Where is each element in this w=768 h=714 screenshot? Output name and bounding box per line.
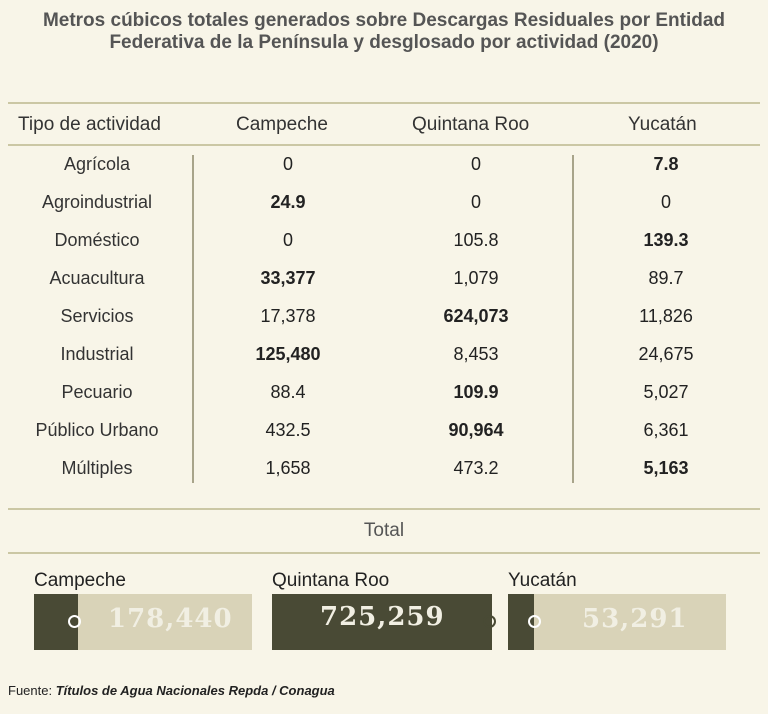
table-cell: 24.9 — [270, 192, 306, 212]
table-cell: 473.2 — [453, 458, 499, 478]
column-divider-1 — [192, 155, 194, 483]
table-cell: 89.7 — [648, 268, 684, 288]
table-cell: 0 — [282, 230, 293, 250]
total-state-yucatan: Yucatán — [508, 570, 577, 591]
row-label: Agrícola — [63, 154, 131, 174]
row-label: Pecuario — [61, 382, 133, 402]
row-label: Industrial — [60, 344, 134, 364]
table-cell: 0 — [470, 192, 481, 212]
source-note: Fuente: Títulos de Agua Nacionales Repda… — [8, 683, 335, 698]
total-value-yucatan: 53,291 — [582, 604, 688, 634]
table-cell: 105.8 — [453, 230, 499, 250]
total-bar-quintana-roo: 725,259 — [272, 594, 492, 650]
row-label: Servicios — [60, 306, 134, 326]
row-label: Acuacultura — [49, 268, 145, 288]
table-cell: 0 — [282, 154, 293, 174]
table-cell: 1,658 — [265, 458, 311, 478]
table-cell: 17,378 — [260, 306, 316, 326]
table-bottom-rule — [8, 508, 760, 510]
col-header-campeche: Campeche — [236, 114, 328, 135]
row-label: Agroindustrial — [41, 192, 153, 212]
col-header-yucatan: Yucatán — [628, 114, 697, 135]
col-header-activity: Tipo de actividad — [18, 114, 161, 135]
table-cell: 125,480 — [255, 344, 321, 364]
table-cell: 0 — [660, 192, 671, 212]
table-cell: 6,361 — [643, 420, 689, 440]
row-label: Doméstico — [54, 230, 140, 250]
table-cell: 5,027 — [643, 382, 689, 402]
total-rule — [8, 552, 760, 554]
total-value-quintana-roo: 725,259 — [320, 602, 445, 632]
table-cell: 90,964 — [448, 420, 504, 440]
table-cell: 624,073 — [443, 306, 509, 326]
total-bar-yucatan: 53,291 — [508, 594, 726, 650]
table-cell: 24,675 — [638, 344, 694, 364]
source-text: Títulos de Agua Nacionales Repda / Conag… — [55, 683, 335, 698]
table-cell: 0 — [470, 154, 481, 174]
table-cell: 432.5 — [265, 420, 311, 440]
marker-dot-icon — [68, 615, 81, 628]
table-cell: 5,163 — [643, 458, 689, 478]
total-label: Total — [363, 520, 405, 541]
table-cell: 11,826 — [639, 306, 693, 326]
total-value-campeche: 178,440 — [108, 604, 233, 634]
header-top-rule — [8, 102, 760, 104]
table-cell: 1,079 — [453, 268, 499, 288]
table-cell: 139.3 — [643, 230, 689, 250]
row-label: Público Urbano — [35, 420, 159, 440]
marker-dot-icon — [528, 615, 541, 628]
chart-title: Metros cúbicos totales generados sobre D… — [42, 10, 726, 53]
total-bar-fill — [272, 594, 492, 650]
total-state-campeche: Campeche — [34, 570, 126, 591]
table-cell: 88.4 — [270, 382, 306, 402]
total-state-quintana-roo: Quintana Roo — [272, 570, 390, 591]
table-cell: 7.8 — [653, 154, 679, 174]
col-header-quintana-roo: Quintana Roo — [412, 114, 530, 135]
header-bottom-rule — [8, 144, 760, 146]
row-label: Múltiples — [61, 458, 133, 478]
column-divider-2 — [572, 155, 574, 483]
table-cell: 33,377 — [260, 268, 316, 288]
table-cell: 8,453 — [453, 344, 499, 364]
source-prefix: Fuente: — [8, 683, 53, 698]
table-cell: 109.9 — [453, 382, 499, 402]
marker-dot-icon — [483, 615, 496, 628]
total-bar-campeche: 178,440 — [34, 594, 252, 650]
